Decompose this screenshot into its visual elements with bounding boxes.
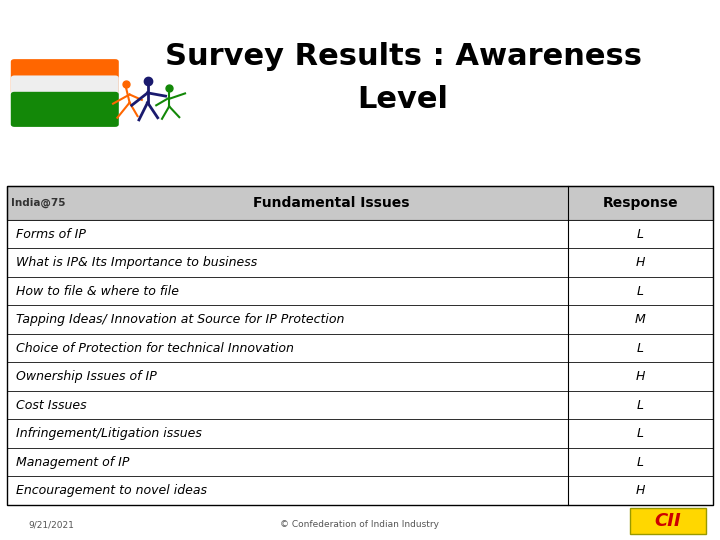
Text: L: L [637,285,644,298]
Text: Forms of IP: Forms of IP [16,227,86,240]
Bar [7,391,713,420]
Text: L: L [637,427,644,440]
Text: M: M [635,313,646,326]
Bar [7,186,713,220]
FancyBboxPatch shape [11,59,119,94]
Bar [7,277,713,305]
Text: Cost Issues: Cost Issues [16,399,86,411]
Text: Response: Response [603,196,678,210]
Bar [7,420,713,448]
Bar [7,362,713,391]
Bar [7,334,713,362]
Text: Choice of Protection for technical Innovation: Choice of Protection for technical Innov… [16,342,294,355]
Text: Encouragement to novel ideas: Encouragement to novel ideas [16,484,207,497]
Text: Survey Results : Awareness: Survey Results : Awareness [165,42,642,71]
Text: Ownership Issues of IP: Ownership Issues of IP [16,370,156,383]
FancyBboxPatch shape [11,92,119,127]
Text: Management of IP: Management of IP [16,456,129,469]
Bar [7,220,713,248]
Text: L: L [637,456,644,469]
Bar [7,186,713,505]
Text: 9/21/2021: 9/21/2021 [29,521,75,529]
Text: H: H [636,256,645,269]
Text: L: L [637,399,644,411]
Text: How to file & where to file: How to file & where to file [16,285,179,298]
Bar [7,248,713,277]
Text: H: H [636,484,645,497]
Text: H: H [636,370,645,383]
Text: L: L [637,227,644,240]
FancyBboxPatch shape [630,508,706,534]
Text: CII: CII [654,511,681,530]
Text: India@75: India@75 [11,198,66,208]
Text: Fundamental Issues: Fundamental Issues [253,196,409,210]
Text: Tapping Ideas/ Innovation at Source for IP Protection: Tapping Ideas/ Innovation at Source for … [16,313,344,326]
Bar [7,305,713,334]
Text: Infringement/Litigation issues: Infringement/Litigation issues [16,427,202,440]
Text: © Confederation of Indian Industry: © Confederation of Indian Industry [281,521,439,529]
FancyBboxPatch shape [11,76,119,111]
Text: What is IP& Its Importance to business: What is IP& Its Importance to business [16,256,257,269]
Bar [7,448,713,476]
Text: L: L [637,342,644,355]
Text: Level: Level [358,85,449,114]
Bar [7,476,713,505]
